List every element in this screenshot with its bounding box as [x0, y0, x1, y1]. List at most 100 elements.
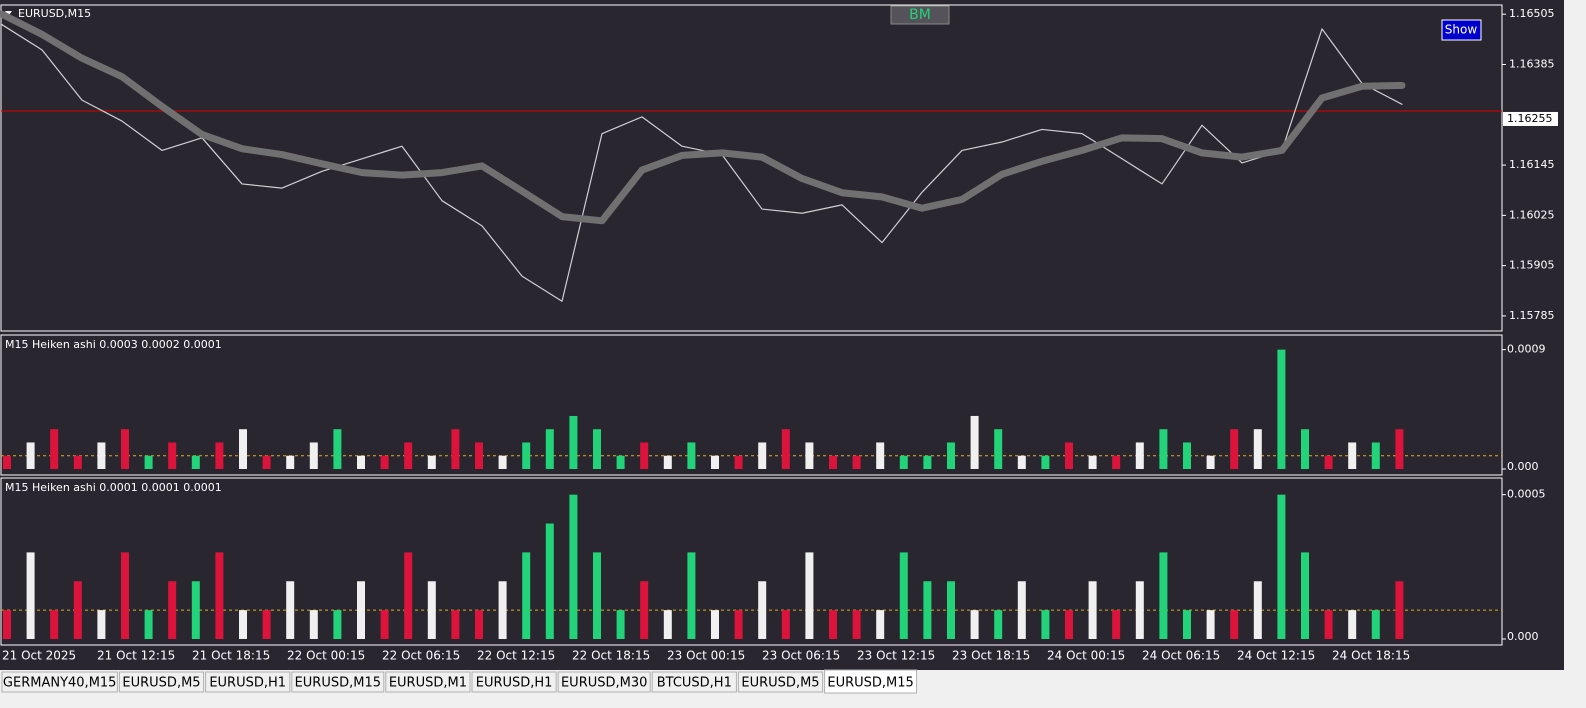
bid-label-box	[1503, 111, 1558, 126]
moving-average	[0, 10, 1406, 225]
histogram-bar	[26, 442, 35, 469]
histogram-bar	[168, 442, 177, 469]
histogram-bar	[663, 455, 672, 469]
histogram-bar	[404, 442, 413, 469]
histogram-bar	[852, 610, 861, 639]
pane-title: M15 Heiken ashi 0.0001 0.0001 0.0001	[5, 481, 222, 494]
histogram-bar	[545, 429, 554, 469]
histogram-bar	[1301, 429, 1309, 469]
histogram-bar	[1348, 610, 1357, 639]
tab[interactable]	[651, 671, 737, 693]
histogram-bar	[1088, 581, 1097, 639]
histogram-bar	[994, 429, 1003, 469]
tab[interactable]	[737, 671, 824, 693]
histogram-bar	[286, 581, 295, 639]
y-tick-label: 0.0005	[1507, 488, 1546, 501]
tab[interactable]	[205, 671, 291, 693]
histogram-bar	[286, 455, 295, 469]
histogram-bar	[1206, 455, 1215, 469]
pane-title: EURUSD,M15	[18, 7, 91, 20]
scroll-area	[1564, 0, 1586, 670]
x-tick-label: 22 Oct 00:15	[287, 649, 365, 663]
histogram-bar	[3, 455, 11, 469]
tab-label[interactable]: EURUSD,H1	[209, 676, 286, 691]
histogram-bar	[923, 581, 932, 639]
histogram-bar	[1065, 442, 1073, 469]
histogram-bar	[758, 581, 767, 639]
tab-label[interactable]: EURUSD,M1	[389, 676, 467, 691]
tab-label[interactable]: GERMANY40,M15	[3, 676, 117, 691]
histogram-bar	[522, 552, 531, 639]
pane-menu-arrow[interactable]	[5, 11, 12, 16]
histogram-bar	[1159, 429, 1168, 469]
histogram-bar	[1230, 429, 1239, 469]
histogram-bar	[498, 581, 507, 639]
histogram-bar	[357, 581, 365, 639]
histogram-bar	[1277, 349, 1286, 469]
histogram-bar	[758, 442, 767, 469]
tab-label[interactable]: EURUSD,M15	[295, 676, 381, 691]
histogram-bar	[1112, 455, 1121, 469]
histogram-bar	[899, 552, 908, 639]
tab[interactable]	[1, 671, 118, 693]
y-tick-label: 0.0009	[1507, 343, 1546, 356]
tab-label[interactable]: BTCUSD,H1	[657, 676, 732, 691]
x-tick-label: 21 Oct 12:15	[97, 649, 175, 663]
y-tick-label: 1.15905	[1509, 259, 1555, 272]
tab-label[interactable]: EURUSD,M5	[122, 676, 200, 691]
tab-label[interactable]: EURUSD,M30	[561, 676, 647, 691]
x-tick-label: 23 Oct 06:15	[762, 649, 840, 663]
histogram-bar	[144, 610, 153, 639]
tab[interactable]	[385, 671, 471, 693]
histogram-bar	[427, 581, 436, 639]
histogram-bar	[380, 455, 389, 469]
histogram-bar	[239, 429, 247, 469]
tab[interactable]	[118, 671, 205, 693]
histogram-bar	[947, 581, 955, 639]
histogram-bar	[97, 610, 106, 639]
histogram-bar	[451, 429, 460, 469]
histogram-bar	[569, 494, 578, 639]
bm-button-label[interactable]: BM	[909, 7, 931, 23]
histogram-bar	[97, 442, 106, 469]
show-button-label[interactable]: Show	[1445, 23, 1478, 37]
x-tick-label: 23 Oct 00:15	[667, 649, 745, 663]
histogram-bar	[640, 442, 649, 469]
histogram-bar	[121, 429, 129, 469]
tab[interactable]	[824, 669, 918, 694]
histogram-bar	[309, 442, 318, 469]
histogram-bar	[168, 581, 177, 639]
x-tick-label: 24 Oct 12:15	[1237, 649, 1315, 663]
histogram-bar	[947, 442, 955, 469]
tab[interactable]	[471, 671, 557, 693]
histogram-bar	[309, 610, 318, 639]
histogram-bar	[876, 610, 885, 639]
histogram-bar	[1253, 429, 1262, 469]
histogram-bar	[475, 610, 483, 639]
x-tick-label: 22 Oct 18:15	[572, 649, 650, 663]
histogram-bar	[451, 610, 460, 639]
x-tick-label: 23 Oct 12:15	[857, 649, 935, 663]
histogram-bar	[734, 455, 743, 469]
histogram-bar	[970, 415, 979, 469]
tab[interactable]	[291, 671, 385, 693]
histogram-bar	[1017, 581, 1026, 639]
tab-label[interactable]: EURUSD,M15	[827, 676, 913, 691]
tab[interactable]	[557, 671, 651, 693]
histogram-bar	[1277, 494, 1286, 639]
tab-label[interactable]: EURUSD,M5	[741, 676, 819, 691]
histogram-bar	[1371, 442, 1380, 469]
histogram-bar	[569, 415, 578, 469]
histogram-bar	[522, 442, 531, 469]
histogram-bar	[191, 581, 200, 639]
tab-label[interactable]: EURUSD,H1	[476, 676, 553, 691]
histogram-bar	[687, 552, 696, 639]
histogram-bar	[262, 610, 271, 639]
histogram-bar	[616, 610, 625, 639]
histogram-bar	[970, 610, 979, 639]
bm-button[interactable]	[890, 5, 950, 25]
show-button[interactable]	[1441, 19, 1482, 41]
histogram-bar	[239, 610, 247, 639]
histogram-bar	[852, 455, 861, 469]
